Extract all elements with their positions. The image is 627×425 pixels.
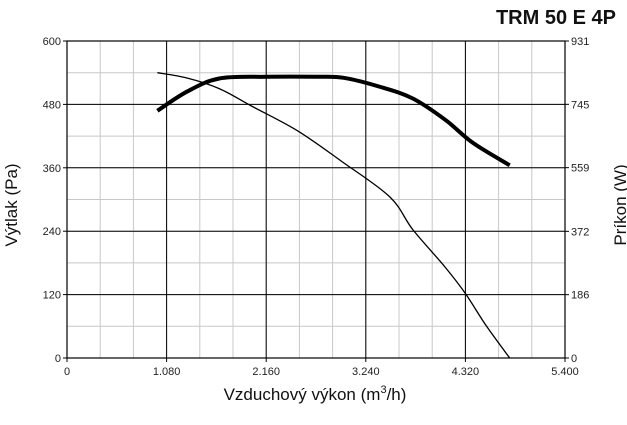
x-tick-label: 5.400 [551,366,579,378]
y-right-tick-label: 745 [571,99,589,111]
x-tick-label: 0 [64,366,70,378]
x-tick-label: 3.240 [352,366,380,378]
plot-frame [66,40,566,359]
y-left-tick-label: 480 [43,99,61,111]
tick-labels: 0 1.080 2.160 3.240 4.320 5.40001202403604806… [43,36,590,378]
y-right-tick-label: 372 [571,226,589,238]
x-tick-label: 2.160 [252,366,280,378]
x-tick-label: 1.080 [153,366,181,378]
y-right-tick-label: 186 [571,290,589,302]
x-axis-title-tail: /h) [387,385,407,404]
y-left-tick-label: 360 [43,163,61,175]
y-right-tick-label: 0 [571,353,577,365]
y-axis-left-title: Výtlak (Pa) [2,163,21,246]
pressure-curve [157,72,511,359]
y-right-tick-label: 559 [571,163,589,175]
chart-title: TRM 50 E 4P [496,7,616,29]
x-axis-title: Vzduchový výkon (m3/h) [224,384,407,404]
x-axis-title-main: Vzduchový výkon (m [224,385,381,404]
y-left-tick-label: 600 [43,36,61,48]
y-right-tick-label: 931 [571,36,589,48]
x-axis-title-sup: 3 [380,384,386,396]
x-tick-label: 4.320 [452,366,480,378]
y-left-tick-label: 240 [43,226,61,238]
series-layer [156,72,511,359]
grid-layer [63,40,569,362]
y-axis-right-title: Príkon (W) [611,164,627,245]
y-left-tick-label: 120 [43,290,61,302]
y-left-tick-label: 0 [55,353,61,365]
power-curve [156,74,511,168]
